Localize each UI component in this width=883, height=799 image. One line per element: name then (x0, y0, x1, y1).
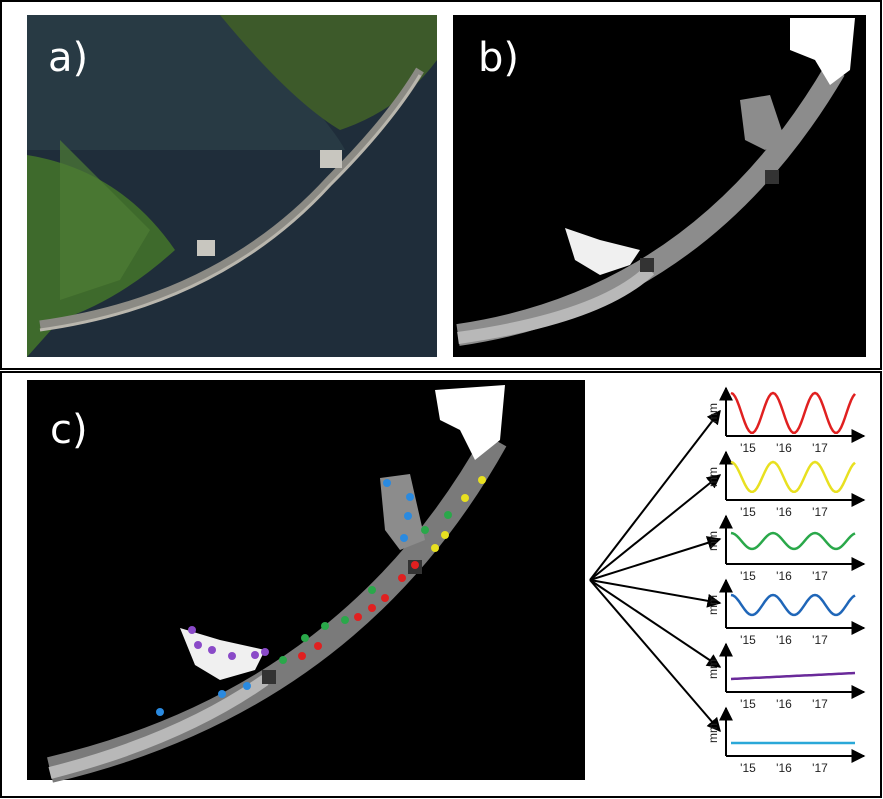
x-tick-label: '15 (740, 505, 756, 519)
point (421, 526, 429, 534)
figure-canvas: a) b) c) mm '15 '16 '17 mm '15 '16 '17 mm '15 '16 '… (0, 0, 883, 799)
x-tick-label: '16 (776, 761, 792, 775)
point (156, 708, 164, 716)
x-tick-label: '16 (776, 697, 792, 711)
point (228, 652, 236, 660)
x-tick-label: '16 (776, 441, 792, 455)
point (279, 656, 287, 664)
point (400, 534, 408, 542)
arrow (590, 411, 720, 580)
point (243, 682, 251, 690)
y-axis-label: mm (706, 723, 720, 743)
panel-label: a) (48, 35, 88, 81)
panel-label: c) (50, 407, 88, 453)
point (441, 531, 449, 539)
point (368, 586, 376, 594)
x-tick-label: '17 (812, 505, 828, 519)
point (444, 511, 452, 519)
y-axis-label: mm (706, 595, 720, 615)
point-map (27, 380, 585, 780)
x-tick-label: '15 (740, 441, 756, 455)
x-tick-label: '16 (776, 633, 792, 647)
series-curve (731, 462, 855, 492)
time-series-charts: mm '15 '16 '17 mm '15 '16 '17 mm '15 '16 '17 mm '15 '1… (590, 388, 864, 775)
point (194, 641, 202, 649)
point (411, 561, 419, 569)
point (341, 616, 349, 624)
point (321, 622, 329, 630)
aerial-photo (27, 15, 437, 357)
point (261, 648, 269, 656)
point (461, 494, 469, 502)
point (298, 652, 306, 660)
point (406, 493, 414, 501)
point (381, 594, 389, 602)
point (354, 613, 362, 621)
x-tick-label: '17 (812, 441, 828, 455)
x-tick-label: '15 (740, 697, 756, 711)
y-axis-label: mm (706, 531, 720, 551)
series-curve (731, 533, 855, 549)
point (208, 646, 216, 654)
series-curve (731, 393, 855, 433)
x-tick-label: '16 (776, 569, 792, 583)
point (188, 626, 196, 634)
arrow (590, 475, 720, 580)
figure: a) b) c) mm '15 '16 '17 mm '15 '16 '17 mm '15 '16 '… (0, 0, 883, 799)
point (218, 690, 226, 698)
x-tick-label: '17 (812, 761, 828, 775)
point (383, 479, 391, 487)
x-tick-label: '17 (812, 633, 828, 647)
x-tick-label: '15 (740, 569, 756, 583)
point (314, 642, 322, 650)
x-tick-label: '17 (812, 697, 828, 711)
arrow (590, 539, 720, 580)
x-tick-label: '17 (812, 569, 828, 583)
series-curve (731, 595, 855, 615)
x-tick-label: '15 (740, 761, 756, 775)
series-curve (731, 673, 855, 679)
point (251, 651, 259, 659)
point (301, 634, 309, 642)
panel-label: b) (478, 35, 519, 81)
x-tick-label: '15 (740, 633, 756, 647)
y-axis-label: mm (706, 467, 720, 487)
point (478, 476, 486, 484)
arrow (590, 580, 720, 603)
point (431, 544, 439, 552)
point (368, 604, 376, 612)
point (398, 574, 406, 582)
arrow (590, 580, 720, 667)
x-tick-label: '16 (776, 505, 792, 519)
arrow (590, 580, 720, 731)
point (404, 512, 412, 520)
y-axis-label: mm (706, 403, 720, 423)
y-axis-label: mm (706, 659, 720, 679)
